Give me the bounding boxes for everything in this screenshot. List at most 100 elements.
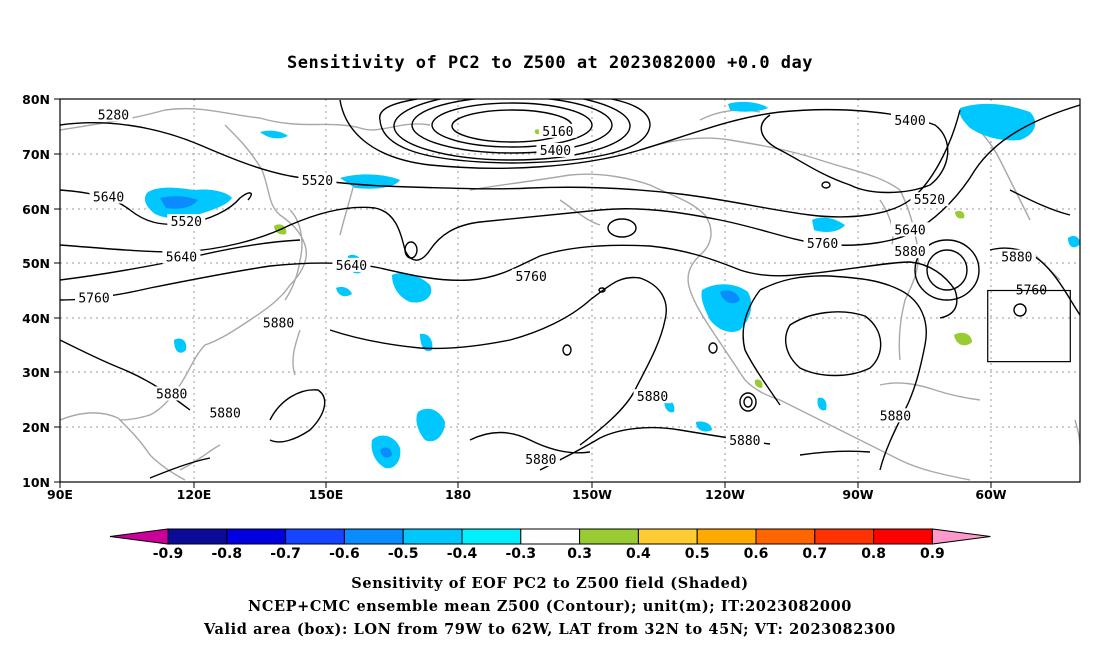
colorbar-swatch: [285, 528, 345, 545]
contour-label-background: [538, 123, 577, 138]
contour-label-background: [152, 386, 191, 401]
contour-label-background: [298, 173, 337, 188]
colorbar-swatch: [579, 528, 639, 545]
colorbar-swatch: [402, 528, 463, 545]
contour-label: 5640: [166, 251, 197, 266]
caption-line-3: Valid area (box): LON from 79W to 62W, L…: [203, 621, 896, 638]
lat-tick-label: 60N: [22, 202, 50, 217]
longitude-tick-labels: 90E 120E 150E 180 150W 120W 90W 60W: [47, 487, 1007, 502]
lon-tick-label: 90W: [842, 487, 873, 502]
colorbar-tick-label: 0.4: [626, 546, 651, 562]
map-frame: [59, 98, 1081, 483]
lat-tick-label: 30N: [22, 365, 50, 380]
colorbar-tick-label: 0.8: [861, 546, 886, 562]
contour-label: 5400: [894, 114, 925, 129]
contour-label: 5640: [336, 259, 367, 274]
contour-label-background: [332, 257, 371, 272]
contour-label: 5760: [515, 270, 546, 285]
figure-title: Sensitivity of PC2 to Z500 at 2023082000…: [287, 53, 813, 73]
contour-label-background: [536, 142, 575, 157]
lon-tick-label: 120E: [177, 487, 212, 502]
contour-label-background: [206, 405, 245, 420]
contour-label-background: [997, 249, 1036, 264]
colorbar-swatch: [520, 528, 581, 545]
contour-label-background: [89, 189, 128, 204]
sensitivity-shading: [144, 101, 1080, 469]
contour-label-background: [259, 315, 298, 330]
contour-label: 5400: [540, 144, 571, 159]
colorbar-high-end-triangle: [931, 528, 991, 545]
colorbar-swatch: [637, 528, 698, 545]
colorbar-low-end-triangle: [109, 528, 169, 545]
colorbar-tick-label: -0.8: [211, 546, 242, 562]
colorbar-tick-label: -0.9: [153, 546, 184, 562]
contour-label: 5880: [1001, 251, 1032, 266]
colorbar-tick-label: 0.6: [744, 546, 769, 562]
contour-label: 5520: [171, 215, 202, 230]
contour-label: 5520: [914, 193, 945, 208]
axis-ticks: [54, 98, 992, 488]
contour-label: 5160: [542, 125, 573, 140]
lon-tick-label: 180: [445, 487, 471, 502]
contour-label-background: [94, 107, 133, 122]
contour-label-background: [891, 112, 929, 127]
contour-label: 5880: [894, 245, 925, 260]
colorbar-swatch: [696, 528, 757, 545]
coastlines: [60, 107, 1080, 481]
lat-tick-label: 40N: [22, 311, 50, 326]
colorbar-swatch: [873, 528, 933, 545]
caption-line-2: NCEP+CMC ensemble mean Z500 (Contour); u…: [248, 598, 852, 615]
colorbar-tick-label: 0.5: [685, 546, 710, 562]
contour-label-background: [75, 290, 113, 305]
lon-tick-label: 150W: [572, 487, 612, 502]
colorbar-tick-label: 0.7: [802, 546, 827, 562]
contour-label: 5760: [78, 292, 109, 307]
valid-area-box: [987, 289, 1071, 363]
contour-label: 5880: [156, 387, 187, 402]
contour-label: 5640: [894, 223, 925, 238]
colorbar-tick-label: -0.6: [329, 546, 360, 562]
colorbar-swatch: [755, 528, 816, 545]
colorbar-tick-label: -0.5: [388, 546, 419, 562]
latitude-tick-labels: 80N 70N 60N 50N 40N 30N 20N 10N: [22, 92, 50, 490]
contour-label: 5880: [209, 407, 240, 422]
lon-tick-label: 60W: [975, 487, 1006, 502]
contour-label-background: [162, 249, 201, 264]
lat-lon-gridlines: [60, 99, 1080, 482]
contour-label-background: [512, 268, 551, 283]
contour-label-background: [910, 192, 949, 207]
lat-tick-label: 80N: [22, 92, 50, 107]
contour-label-background: [167, 214, 206, 229]
contour-label-background: [876, 408, 915, 423]
lat-tick-label: 20N: [22, 420, 50, 435]
colorbar-tick-label: -0.7: [270, 546, 301, 562]
contour-label-background: [633, 389, 672, 404]
contour-label-background: [521, 452, 560, 467]
caption-line-1: Sensitivity of EOF PC2 to Z500 field (Sh…: [351, 575, 748, 592]
contour-label-background: [725, 432, 764, 447]
contour-label: 5640: [93, 190, 124, 205]
contour-label: 5760: [807, 237, 838, 252]
lat-tick-label: 50N: [22, 256, 50, 271]
colorbar-swatch: [343, 528, 404, 545]
contour-label: 5880: [729, 434, 760, 449]
colorbar-swatch: [461, 528, 522, 545]
colorbar-swatch: [226, 528, 287, 545]
contour-label-background: [891, 244, 929, 259]
contour-label: 5880: [880, 409, 911, 424]
colorbar-tick-label: -0.3: [505, 546, 536, 562]
lon-tick-label: 90E: [47, 487, 73, 502]
contour-label-background: [1012, 282, 1051, 297]
contour-label-background: [891, 222, 929, 237]
colorbar: -0.9 -0.8 -0.7 -0.6 -0.5 -0.4 -0.3 0.3 0.4 0.5 0.6…: [109, 528, 991, 562]
contour-label: 5520: [302, 174, 333, 189]
colorbar-tick-label: -0.4: [447, 546, 478, 562]
contour-label: 5880: [263, 316, 294, 331]
contour-labels: 5280 5160 5400 5400 5520 5520 5640 5640 5520 5640…: [75, 107, 1051, 468]
colorbar-swatch: [167, 528, 228, 545]
contour-label: 5880: [637, 390, 668, 405]
colorbar-tick-label: 0.9: [920, 546, 945, 562]
lon-tick-label: 150E: [309, 487, 344, 502]
lat-tick-label: 70N: [22, 147, 50, 162]
